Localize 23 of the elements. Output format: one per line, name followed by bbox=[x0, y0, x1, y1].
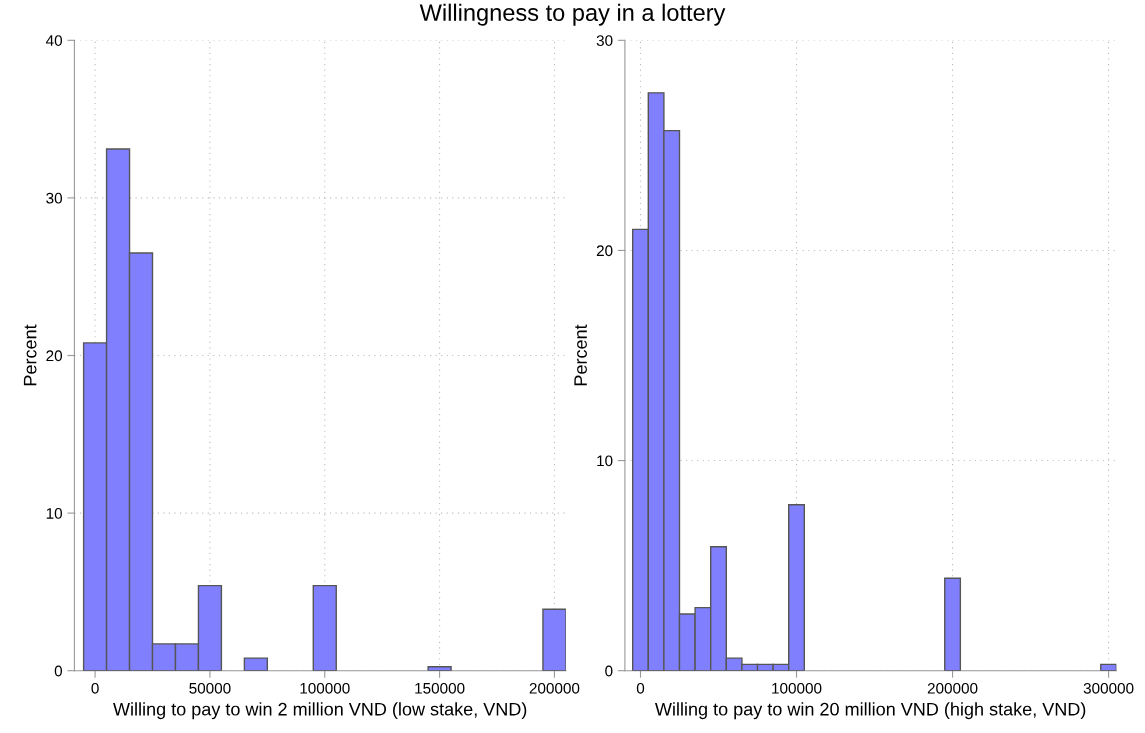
y-axis-title: Percent bbox=[23, 324, 37, 386]
y-tick-label: 20 bbox=[46, 350, 63, 362]
y-tick-label: 30 bbox=[46, 192, 63, 204]
x-tick-label: 300000 bbox=[1083, 682, 1134, 694]
y-tick-label: 10 bbox=[597, 455, 613, 467]
x-tick-label: 100000 bbox=[772, 682, 822, 694]
x-tick-label: 0 bbox=[91, 682, 99, 694]
x-tick-label: 150000 bbox=[415, 682, 465, 694]
x-tick-label: 200000 bbox=[927, 682, 978, 694]
y-tick-label: 20 bbox=[596, 245, 613, 257]
y-tick-label: 10 bbox=[46, 507, 63, 519]
x-tick-label: 200000 bbox=[529, 682, 580, 694]
x-tick-label: 100000 bbox=[300, 682, 350, 694]
y-tick-label: 0 bbox=[54, 665, 63, 677]
x-axis-title: Willing to pay to win 20 million VND (high stake, VND) bbox=[654, 702, 1086, 720]
x-tick-label: 0 bbox=[636, 682, 645, 694]
x-axis-title: Willing to pay to win 2 million VND (low stake, VND) bbox=[113, 702, 527, 720]
y-tick-label: 0 bbox=[605, 665, 613, 677]
chart-title: Willingness to pay in a lottery bbox=[419, 3, 726, 26]
y-axis-title: Percent bbox=[574, 324, 587, 386]
x-tick-label: 50000 bbox=[189, 682, 231, 694]
y-tick-label: 40 bbox=[45, 35, 63, 46]
y-tick-label: 30 bbox=[596, 35, 613, 46]
